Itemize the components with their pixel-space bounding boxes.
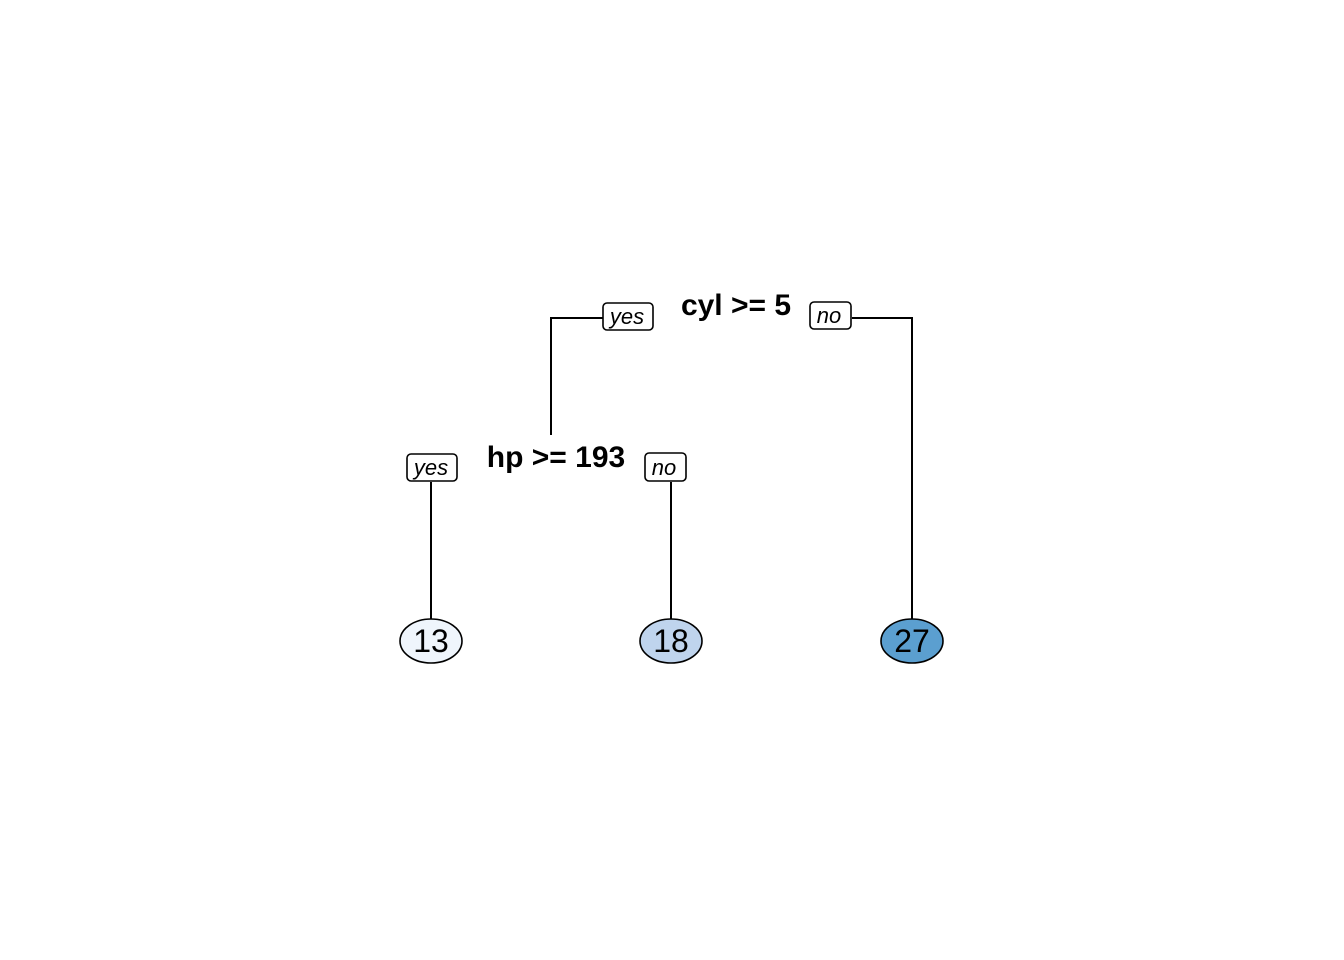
leaf-ellipse: [639, 618, 703, 664]
root-yes-branch-label: yes: [602, 302, 654, 331]
hp-split-label: hp >= 193: [487, 441, 625, 474]
hp-yes-branch-label: yes: [406, 453, 458, 482]
leaf-node: 13: [399, 618, 463, 664]
root-split-label: cyl >= 5: [681, 289, 791, 322]
leaf-value: 18: [653, 623, 689, 659]
leaf-node: 27: [880, 618, 944, 664]
leaf-value: 13: [413, 623, 449, 659]
hp-no-text: no: [652, 455, 676, 480]
root-no-branch-label: no: [809, 301, 852, 330]
root-yes-text: yes: [608, 304, 644, 329]
leaf-ellipse: [399, 618, 463, 664]
leaf-value: 27: [894, 623, 930, 659]
leaf-ellipse: [880, 618, 944, 664]
hp-yes-text: yes: [412, 455, 448, 480]
leaf-node: 18: [639, 618, 703, 664]
edge-root-no: [852, 317, 913, 620]
edge-root-yes: [550, 317, 604, 435]
hp-no-branch-label: no: [644, 452, 687, 482]
root-no-text: no: [817, 303, 841, 328]
